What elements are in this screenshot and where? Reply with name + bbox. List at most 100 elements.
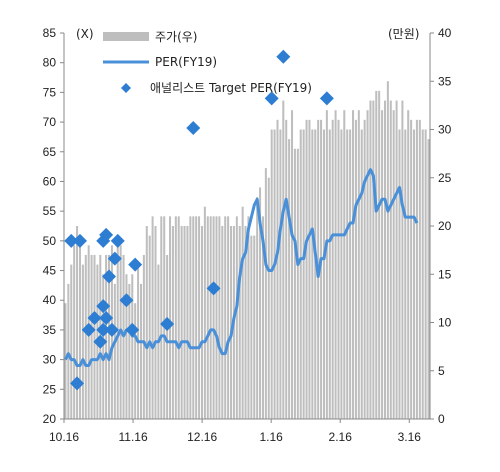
left-tick-label: 70 <box>43 115 57 129</box>
left-tick-label: 55 <box>43 204 57 218</box>
right-tick-label: 35 <box>438 74 452 88</box>
price-bar <box>151 216 154 419</box>
price-bar <box>302 129 305 419</box>
target-per-marker <box>264 91 279 106</box>
x-tick-label: 2.16 <box>329 430 353 444</box>
price-bar <box>145 226 148 419</box>
target-per-marker <box>87 311 102 326</box>
left-tick-label: 35 <box>43 323 57 337</box>
left-tick-label: 50 <box>43 234 57 248</box>
price-bar <box>427 139 430 419</box>
left-tick-label: 75 <box>43 85 57 99</box>
price-bar <box>340 129 343 419</box>
price-bar <box>154 226 157 419</box>
price-bar <box>308 119 311 419</box>
right-tick-label: 10 <box>438 316 452 330</box>
price-bar <box>183 226 186 419</box>
left-tick-label: 60 <box>43 174 57 188</box>
right-axis-unit: (만원) <box>388 27 419 41</box>
price-bar <box>76 226 79 419</box>
legend-price-label: 주가(우) <box>155 30 197 44</box>
price-bar <box>134 303 137 419</box>
price-bar <box>227 216 230 419</box>
price-bar <box>192 216 195 419</box>
price-bar <box>64 303 67 419</box>
price-bar <box>372 100 375 420</box>
price-bar <box>108 254 111 419</box>
price-bar <box>163 216 166 419</box>
price-bar <box>230 226 233 419</box>
left-axis-ticks: 85 80 75 70 65 60 55 50 45 40 35 30 25 20 <box>43 26 64 426</box>
price-bar <box>378 90 381 420</box>
price-bar <box>238 226 241 419</box>
price-bar <box>264 168 267 419</box>
price-bar <box>250 235 253 419</box>
price-bar <box>410 119 413 419</box>
right-tick-label: 15 <box>438 267 452 281</box>
price-bar <box>78 245 81 419</box>
price-bar <box>241 206 244 419</box>
price-bar <box>247 216 250 419</box>
target-per-marker <box>72 233 87 248</box>
target-per-marker <box>70 376 85 391</box>
price-bar <box>273 129 276 419</box>
price-bar <box>93 254 96 419</box>
target-per-marker <box>93 334 108 349</box>
price-bar <box>381 110 384 419</box>
price-bar <box>200 226 203 419</box>
price-bar <box>389 100 392 420</box>
price-bar <box>346 129 349 419</box>
target-per-marker <box>160 316 175 331</box>
price-bar <box>337 119 340 419</box>
price-bar <box>375 90 378 420</box>
price-bar <box>128 283 131 419</box>
price-bar <box>102 274 105 419</box>
target-per-marker <box>102 269 117 284</box>
price-bar <box>311 129 314 419</box>
target-per-marker <box>119 293 134 308</box>
price-bar <box>174 216 177 419</box>
price-bar <box>235 216 238 419</box>
price-bar <box>267 177 270 419</box>
target-per-marker <box>99 227 114 242</box>
price-bar <box>282 100 285 420</box>
price-bar <box>415 119 418 419</box>
price-bar <box>279 129 282 419</box>
price-bar <box>291 110 294 419</box>
price-bar <box>256 197 259 419</box>
price-bar <box>221 226 224 419</box>
price-bar <box>320 119 323 419</box>
price-bar <box>383 100 386 420</box>
price-bar <box>253 235 256 419</box>
price-bar <box>322 129 325 419</box>
price-bar <box>288 139 291 419</box>
price-bar <box>395 100 398 420</box>
target-per-marker <box>206 281 221 296</box>
left-tick-label: 40 <box>43 293 57 307</box>
price-bar <box>203 206 206 419</box>
right-tick-label: 20 <box>438 219 452 233</box>
target-per-marker <box>128 257 143 272</box>
price-bar <box>314 129 317 419</box>
price-bar <box>189 216 192 419</box>
price-bar <box>270 129 273 419</box>
price-bar <box>413 129 416 419</box>
price-bar <box>398 129 401 419</box>
x-tick-label: 10.16 <box>49 430 79 444</box>
price-bar <box>160 216 163 419</box>
price-bar <box>421 129 424 419</box>
target-per-marker <box>99 311 114 326</box>
right-tick-label: 40 <box>438 26 452 40</box>
x-axis-ticks: 10.16 11.16 12.16 1.16 2.16 3.16 <box>49 419 421 444</box>
price-bar <box>401 100 404 420</box>
price-bar <box>293 148 296 420</box>
target-per-markers <box>64 49 334 391</box>
x-tick-label: 3.16 <box>398 430 422 444</box>
price-bar <box>195 216 198 419</box>
target-per-marker <box>125 322 140 337</box>
price-bar <box>363 119 366 419</box>
legend: 주가(우) PER(FY19) 애널리스트 Target PER(FY19) <box>103 30 312 95</box>
price-bar <box>206 216 209 419</box>
target-per-marker <box>186 121 201 136</box>
left-tick-label: 25 <box>43 382 57 396</box>
